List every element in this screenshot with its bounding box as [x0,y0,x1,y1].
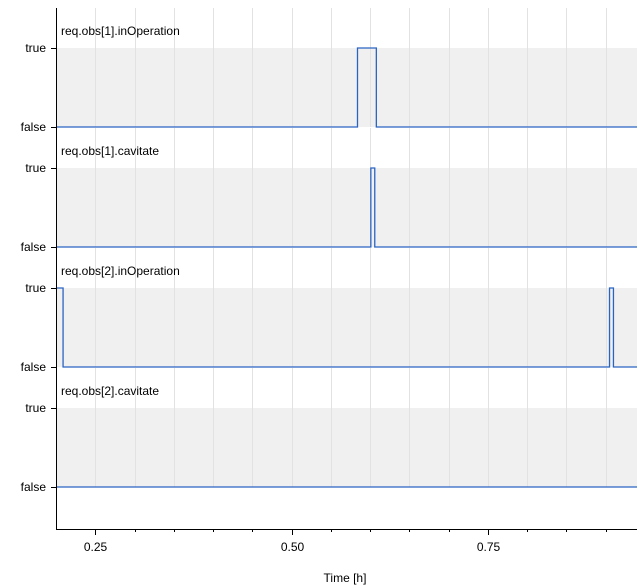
y-tick-label-false: false [21,480,47,494]
panel-title: req.obs[2].inOperation [61,264,180,278]
series-line [56,47,637,128]
panel-title: req.obs[1].inOperation [61,24,180,38]
x-tick-label: 0.25 [84,540,108,554]
value-band [56,48,637,127]
panel-2: true false req.obs[1].cavitate [21,128,637,254]
panel-3: true false req.obs[2].inOperation [21,248,637,374]
panels-layer: true false req.obs[1].inOperation true false… [21,8,637,494]
y-tick-label-true: true [25,161,46,175]
series-line [56,167,637,248]
panel-title: req.obs[2].cavitate [61,384,159,398]
y-tick-label-false: false [21,360,47,374]
value-band [56,288,637,367]
x-axis: 0.25 0.50 0.75 [56,8,637,554]
y-tick-label-true: true [25,281,46,295]
x-tick-label: 0.50 [281,540,305,554]
y-tick-label-true: true [25,41,46,55]
y-tick-label-true: true [25,401,46,415]
y-tick-label-false: false [21,240,47,254]
panel-title: req.obs[1].cavitate [61,144,159,158]
x-tick-label: 0.75 [477,540,501,554]
series-line [56,287,637,368]
value-band [56,168,637,247]
x-axis-label: Time [h] [324,571,367,585]
value-band [56,408,637,487]
panel-1: true false req.obs[1].inOperation [21,8,637,134]
panel-4: true false req.obs[2].cavitate [21,368,637,494]
y-tick-label-false: false [21,120,47,134]
